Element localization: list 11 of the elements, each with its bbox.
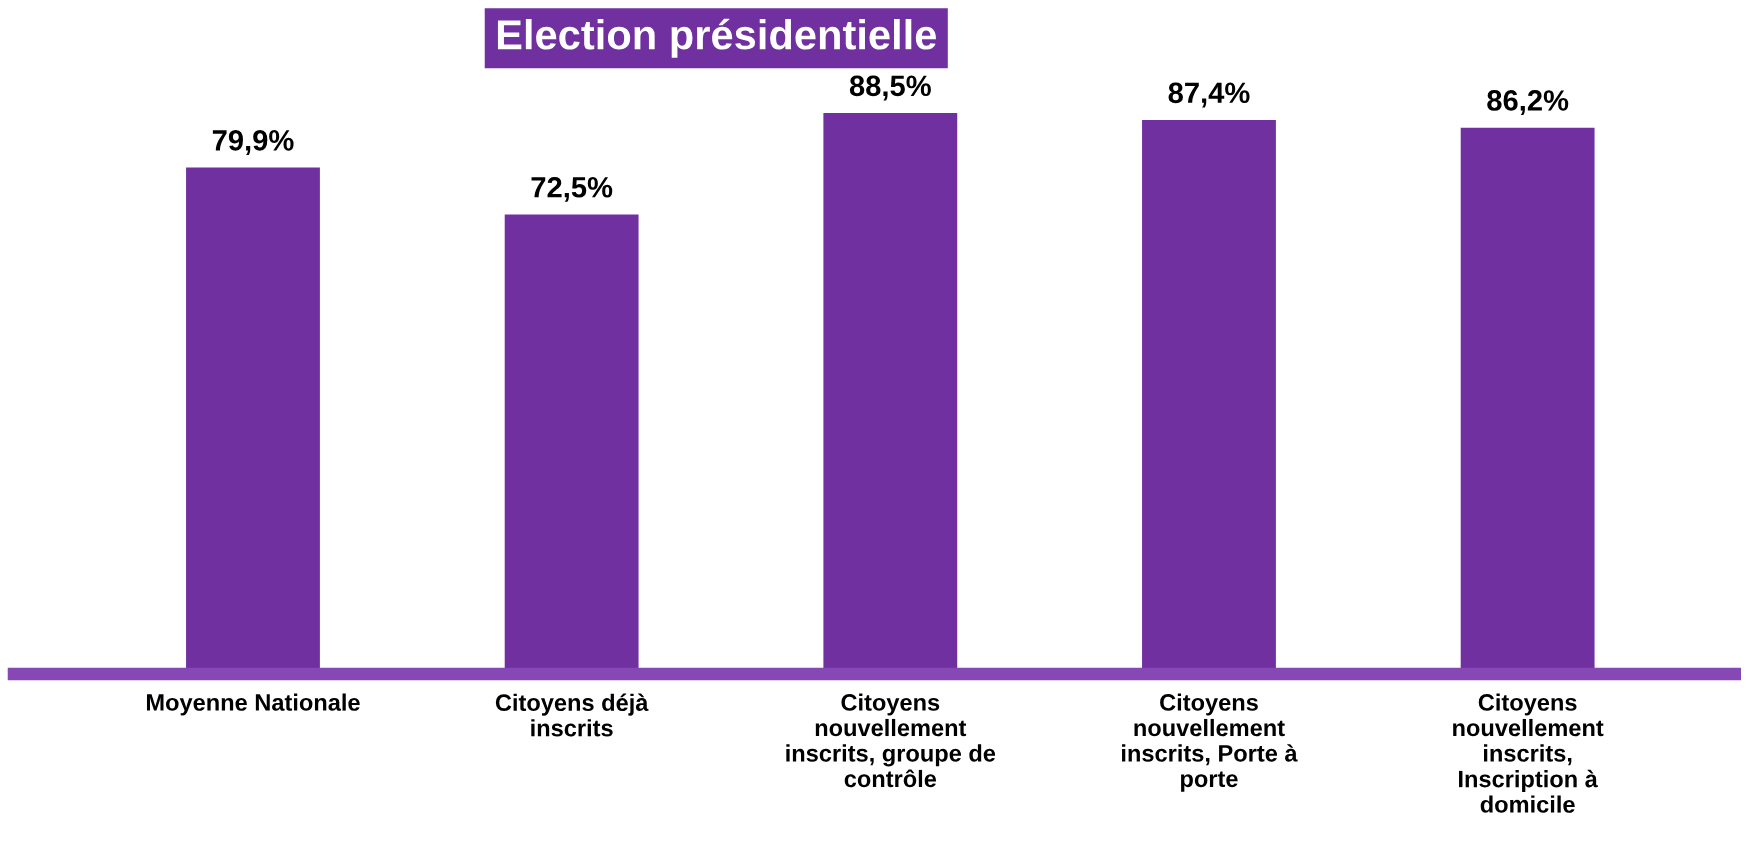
x-tick-label: Moyenne Nationale: [146, 693, 360, 716]
x-tick-label: Citoyens nouvellement inscrits, Porte à porte: [1122, 693, 1298, 792]
data-label: 87,4%: [1168, 82, 1250, 108]
x-tick-label: Citoyens déjà inscrits: [495, 693, 649, 737]
data-label: 86,2%: [1487, 90, 1569, 115]
chart-title: Election présidentielle: [497, 18, 936, 58]
data-label: 79,9%: [212, 130, 294, 155]
x-tick-label: Citoyens nouvellement inscrits, groupe de contrôle: [786, 693, 996, 788]
data-label: 72,5%: [531, 176, 613, 202]
data-label: 88,5%: [849, 75, 931, 101]
x-tick-label: Citoyens nouvellement inscrits, Inscription à domicile: [1453, 693, 1604, 813]
